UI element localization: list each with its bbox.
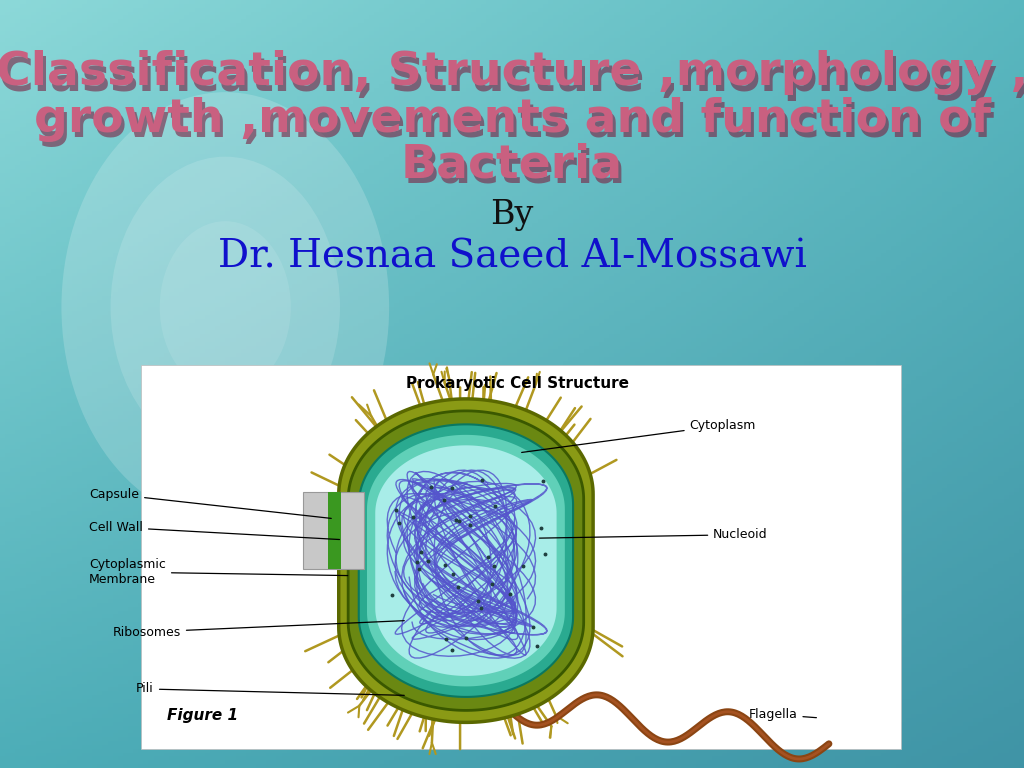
Text: Dr. Hesnaa Saeed Al-Mossawi: Dr. Hesnaa Saeed Al-Mossawi bbox=[217, 239, 807, 276]
Text: Cytoplasm: Cytoplasm bbox=[521, 419, 756, 452]
Ellipse shape bbox=[111, 157, 340, 458]
Text: Nucleoid: Nucleoid bbox=[540, 528, 768, 541]
Polygon shape bbox=[375, 445, 557, 676]
Polygon shape bbox=[339, 399, 593, 723]
Text: Figure 1: Figure 1 bbox=[167, 707, 238, 723]
FancyBboxPatch shape bbox=[303, 492, 365, 569]
Text: Prokaryotic Cell Structure: Prokaryotic Cell Structure bbox=[406, 376, 629, 392]
Ellipse shape bbox=[160, 221, 291, 393]
Text: Flagella: Flagella bbox=[749, 708, 816, 721]
Polygon shape bbox=[358, 425, 573, 697]
Text: growth ,movements and function of: growth ,movements and function of bbox=[37, 102, 993, 147]
Text: By: By bbox=[490, 199, 534, 231]
Text: Cytoplasmic
Membrane: Cytoplasmic Membrane bbox=[89, 558, 348, 586]
Bar bbox=[141, 365, 901, 749]
Text: Classification, Structure ,morphology ,: Classification, Structure ,morphology , bbox=[0, 56, 1024, 101]
Text: Pili: Pili bbox=[136, 683, 404, 696]
Polygon shape bbox=[348, 411, 584, 710]
Text: Bacteria: Bacteria bbox=[404, 148, 626, 193]
Text: Capsule: Capsule bbox=[89, 488, 332, 518]
Text: growth ,movements and function of: growth ,movements and function of bbox=[34, 97, 990, 141]
Text: Classification, Structure ,morphology ,: Classification, Structure ,morphology , bbox=[0, 51, 1024, 95]
Polygon shape bbox=[367, 435, 565, 687]
Ellipse shape bbox=[61, 92, 389, 522]
Text: Cell Wall: Cell Wall bbox=[89, 521, 340, 540]
Bar bbox=[329, 492, 341, 569]
Text: Ribosomes: Ribosomes bbox=[113, 621, 404, 638]
Text: Bacteria: Bacteria bbox=[401, 143, 623, 187]
